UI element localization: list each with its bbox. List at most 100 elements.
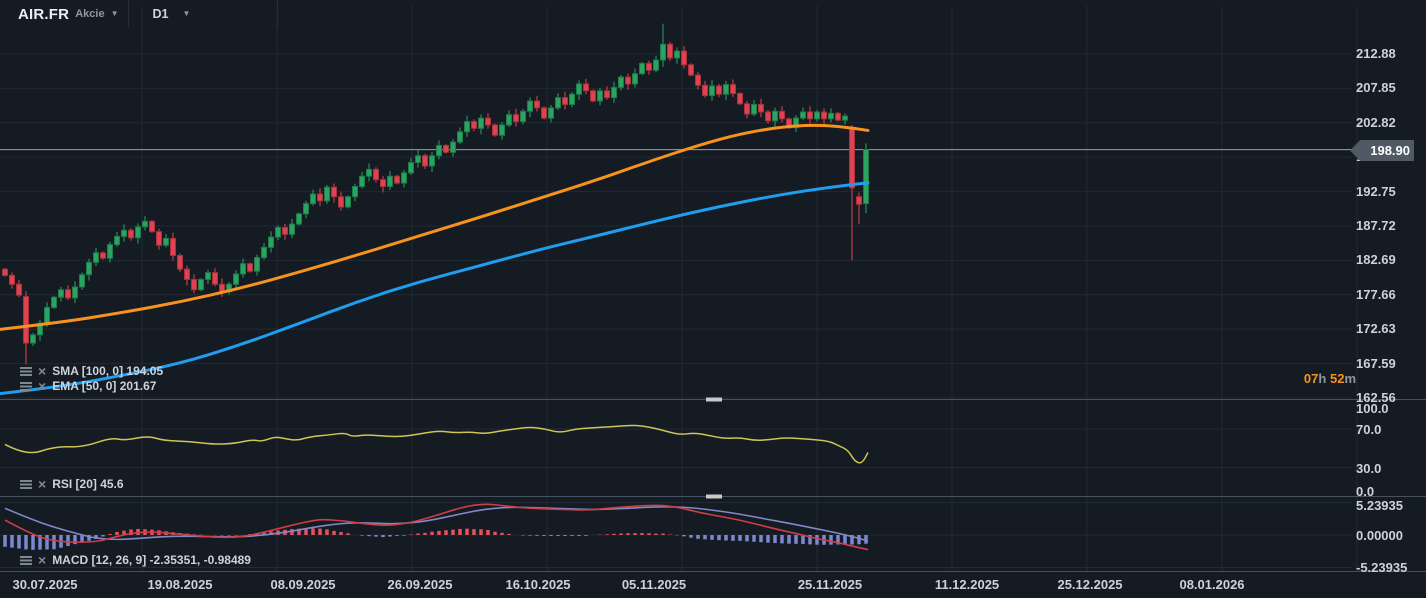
date-tick-label: 25.12.2025 (1057, 577, 1123, 592)
candle-body (716, 85, 722, 95)
candle-body (149, 220, 155, 233)
macd-histogram-bar (395, 535, 399, 536)
macd-histogram-bar (472, 529, 476, 535)
candle-body (604, 90, 610, 99)
candle-body (814, 111, 820, 120)
macd-histogram-bar (815, 535, 819, 545)
macd-histogram-bar (584, 535, 588, 536)
candle-body (240, 263, 246, 275)
candle-body (639, 62, 645, 75)
candle-body (513, 114, 519, 123)
candle-body (793, 117, 799, 129)
macd-histogram-bar (640, 533, 644, 535)
remove-indicator-icon[interactable]: × (38, 378, 47, 394)
macd-histogram-bar (619, 533, 623, 535)
remove-indicator-icon[interactable]: × (38, 476, 47, 492)
indicator-menu-icon[interactable] (20, 381, 32, 391)
candle-body (597, 90, 603, 102)
moving-averages-layer (0, 123, 870, 396)
macd-histogram-bar (549, 535, 553, 536)
date-tick-label: 25.11.2025 (797, 577, 863, 592)
candle-body (849, 128, 855, 189)
candle-body (646, 62, 652, 71)
indicator-menu-icon[interactable] (20, 555, 32, 565)
macd-histogram-bar (752, 535, 756, 542)
macd-histogram-bar (493, 531, 497, 535)
symbol-selector[interactable]: AIR.FR Akcie ▼ (0, 6, 118, 23)
candle-body (359, 175, 365, 187)
timeframe-selector[interactable]: D1 ▼ (118, 7, 190, 21)
price-tick-label: 182.69 (1356, 252, 1396, 268)
candles-layer (2, 23, 869, 365)
candle-body (548, 107, 554, 119)
macd-histogram-bar (682, 535, 686, 537)
instrument-type-label: Akcie (75, 8, 105, 20)
candle-body (247, 263, 253, 272)
macd-histogram-bar (45, 535, 49, 550)
candle-body (590, 90, 596, 102)
macd-histogram-bar (290, 529, 294, 535)
candle-body (254, 257, 260, 272)
price-tick-label: 192.75 (1356, 183, 1396, 199)
indicator-menu-icon[interactable] (20, 479, 32, 489)
macd-histogram-bar (808, 535, 812, 545)
candle-body (331, 186, 337, 198)
candle-body (387, 175, 393, 187)
indicator-menu-icon[interactable] (20, 366, 32, 376)
candle-body (730, 84, 736, 95)
candle-body (100, 252, 106, 259)
candle-body (310, 193, 316, 205)
macd-histogram-bar (437, 530, 441, 535)
macd-histogram-bar (374, 535, 378, 537)
candle-body (765, 111, 771, 122)
candle-body (107, 244, 113, 259)
candle-body (562, 97, 568, 105)
candle-body (135, 226, 141, 239)
candle-body (800, 111, 806, 119)
macd-histogram-bar (332, 530, 336, 535)
candle-body (268, 236, 274, 248)
candle-body (205, 272, 211, 280)
remove-indicator-icon[interactable]: × (38, 552, 47, 568)
macd-histogram-bar (479, 529, 483, 535)
candle-body (2, 268, 8, 276)
candle-body (324, 186, 330, 202)
candle-body (527, 100, 533, 112)
macd-histogram-bar (115, 531, 119, 535)
rsi-legend: × RSI [20] 45.6 (20, 477, 124, 491)
macd-histogram-bar (857, 535, 861, 545)
macd-histogram-bar (661, 533, 665, 535)
remove-indicator-icon[interactable]: × (38, 363, 47, 379)
date-tick-label: 26.09.2025 (387, 577, 453, 592)
macd-histogram-bar (430, 531, 434, 535)
macd-histogram-bar (311, 528, 315, 535)
panel-resize-handle[interactable] (706, 494, 722, 499)
candle-body (163, 237, 169, 246)
candle-body (499, 124, 505, 136)
candle-body (128, 229, 134, 239)
macd-histogram-bar (801, 535, 805, 545)
macd-histogram-bar (122, 530, 126, 535)
macd-histogram-bar (318, 528, 322, 535)
date-tick-label: 30.07.2025 (12, 577, 78, 592)
macd-tick-label: -5.23935 (1356, 560, 1408, 575)
candle-body (9, 274, 15, 285)
candle-body (79, 274, 85, 288)
candle-body (436, 144, 442, 157)
panel-resize-handle[interactable] (706, 397, 722, 402)
macd-histogram-bar (24, 535, 28, 550)
macd-histogram-bar (605, 534, 609, 535)
candle-body (184, 268, 190, 280)
candle-body (863, 149, 869, 205)
candle-body (16, 283, 22, 296)
macd-histogram-bar (626, 533, 630, 535)
macd-histogram-bar (563, 535, 567, 536)
macd-histogram-bar (87, 535, 91, 541)
candle-body (653, 59, 659, 71)
candle-body (156, 231, 162, 246)
macd-histogram-bar (542, 535, 546, 536)
rsi-legend-label: RSI [20] 45.6 (52, 477, 124, 491)
candle-body (478, 117, 484, 129)
candle-body (569, 93, 575, 105)
